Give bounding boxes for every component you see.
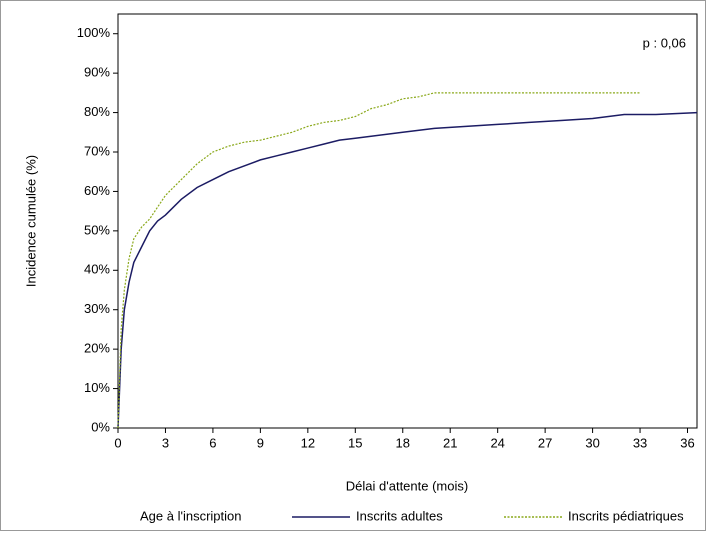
x-tick-label: 30: [585, 435, 599, 450]
y-axis-label: Incidence cumulée (%): [23, 155, 38, 287]
y-tick-label: 70%: [84, 143, 110, 158]
legend-title: Age à l'inscription: [140, 508, 241, 523]
x-tick-label: 27: [538, 435, 552, 450]
y-tick-label: 50%: [84, 222, 110, 237]
plot-area: [117, 13, 698, 429]
y-tick-label: 10%: [84, 380, 110, 395]
x-tick-label: 0: [114, 435, 121, 450]
line-series: [117, 92, 641, 429]
line-series: [117, 111, 698, 429]
y-tick-label: 0%: [91, 419, 110, 434]
x-tick-label: 21: [443, 435, 457, 450]
x-axis-label: Délai d'attente (mois): [346, 478, 468, 493]
x-tick-label: 12: [301, 435, 315, 450]
x-tick-label: 36: [680, 435, 694, 450]
y-tick-label: 90%: [84, 65, 110, 80]
y-tick-label: 80%: [84, 104, 110, 119]
x-tick-label: 3: [162, 435, 169, 450]
y-tick-label: 60%: [84, 183, 110, 198]
x-tick-label: 33: [633, 435, 647, 450]
y-tick-label: 100%: [77, 25, 111, 40]
x-tick-label: 18: [396, 435, 410, 450]
x-tick-label: 6: [209, 435, 216, 450]
x-tick-label: 24: [490, 435, 504, 450]
y-tick-label: 40%: [84, 262, 110, 277]
x-tick-label: 15: [348, 435, 362, 450]
x-tick-label: 9: [257, 435, 264, 450]
legend-label: Inscrits pédiatriques: [568, 508, 684, 523]
y-tick-label: 20%: [84, 341, 110, 356]
y-tick-label: 30%: [84, 301, 110, 316]
annotation: p : 0,06: [643, 35, 686, 50]
legend-label: Inscrits adultes: [356, 508, 443, 523]
